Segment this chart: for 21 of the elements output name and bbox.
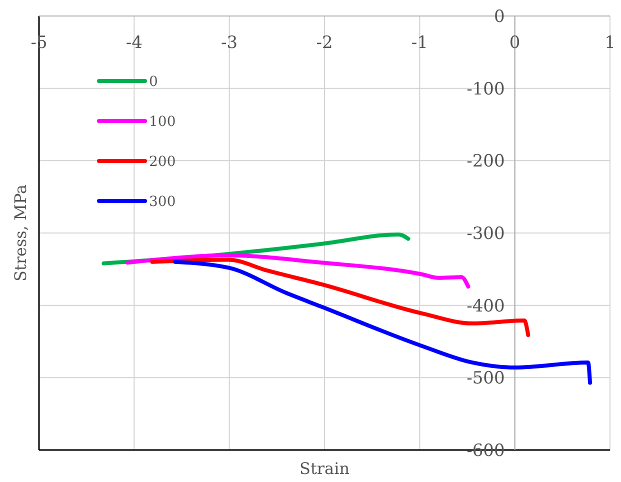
line-series [150,258,530,337]
legend-label: 300 [149,194,176,210]
y-tick-label: -300 [466,224,505,244]
x-axis-title: Strain [300,459,350,478]
y-tick-label: 0 [494,7,505,27]
line-series [126,253,470,289]
x-tick-label: -4 [126,33,142,53]
x-tick-label: -1 [411,33,428,53]
x-tick-label: -2 [316,33,333,53]
y-tick-label: -500 [466,368,505,389]
y-axis-title: Stress, MPa [11,184,30,282]
legend-label: 200 [149,154,176,170]
line-series [173,260,592,385]
x-tick-label: 0 [509,33,520,53]
y-tick-label: -400 [466,296,505,316]
x-tick-label: 1 [604,33,616,53]
y-tick-label: -100 [466,79,505,100]
x-tick-label: -3 [221,33,238,53]
legend-label: 100 [149,114,176,130]
legend-label: 0 [149,74,158,90]
y-tick-label: -200 [466,152,505,172]
